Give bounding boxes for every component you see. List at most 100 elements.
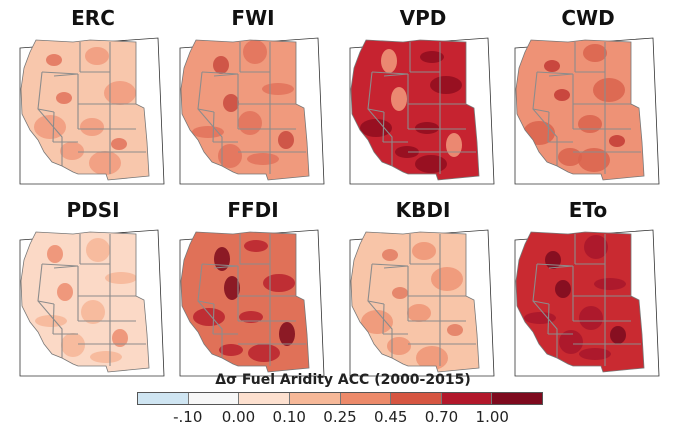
state-border (367, 71, 393, 166)
anomaly-patch (81, 300, 105, 324)
anomaly-patch (382, 249, 398, 261)
anomaly-patch (558, 148, 582, 166)
anomaly-patch (56, 92, 72, 104)
anomaly-patch (395, 146, 419, 158)
anomaly-patch (80, 118, 104, 136)
western-us-map (514, 37, 660, 185)
state-border (382, 303, 385, 335)
region-outline (20, 231, 150, 373)
anomaly-patch (263, 274, 295, 292)
anomaly-patch (361, 310, 393, 334)
map-panel: ETo (513, 198, 663, 378)
anomaly-patch (218, 144, 242, 168)
state-border (41, 263, 79, 267)
colorbar-tick-label: 0.10 (272, 408, 306, 426)
anomaly-patch (35, 315, 67, 327)
anomaly-patch (90, 351, 122, 363)
colorbar (137, 392, 543, 405)
map-panel-title: CWD (561, 6, 615, 30)
state-border (197, 71, 223, 166)
map-panel: PDSI (18, 198, 168, 378)
state-border (213, 265, 239, 269)
state-border (548, 265, 574, 269)
anomaly-patch (593, 78, 625, 102)
anomaly-patch (579, 306, 603, 330)
anomaly-patch (578, 148, 610, 172)
anomaly-patch (57, 283, 73, 301)
state-border (197, 300, 215, 305)
colorbar-segment (441, 393, 493, 404)
state-border (547, 111, 550, 143)
state-border (367, 263, 393, 358)
land-fill (181, 232, 309, 372)
anomaly-patch (387, 337, 411, 355)
anomaly-patch (583, 44, 607, 62)
state-border (383, 265, 409, 269)
anomaly-patch (447, 324, 463, 336)
anomaly-patch (60, 142, 84, 160)
colorbar-segment (138, 393, 189, 404)
state-border (37, 300, 55, 305)
colorbar-title: Δσ Fuel Aridity ACC (2000-2015) (215, 372, 471, 388)
state-border (371, 263, 409, 267)
anomaly-patch (213, 56, 229, 74)
state-border (197, 108, 215, 113)
anomaly-patch (47, 245, 63, 263)
map-panel: CWD (513, 6, 663, 186)
map-panel: FFDI (178, 198, 328, 378)
colorbar-segment (340, 393, 392, 404)
state-border (532, 300, 550, 305)
state-border (53, 265, 79, 269)
anomaly-patch (579, 348, 611, 360)
state-border (532, 263, 558, 358)
state-border (532, 108, 550, 113)
anomaly-patch (193, 308, 225, 326)
anomaly-patch (609, 135, 625, 147)
state-border (37, 263, 63, 358)
state-border (37, 108, 55, 113)
anomaly-patch (578, 115, 602, 133)
anomaly-patch (610, 326, 626, 344)
anomaly-patch (262, 83, 294, 95)
anomaly-patch (238, 111, 262, 135)
anomaly-patch (247, 153, 279, 165)
anomaly-patch (111, 138, 127, 150)
western-us-map (349, 37, 495, 185)
western-us-map (19, 37, 165, 185)
anomaly-patch (105, 272, 137, 284)
anomaly-patch (446, 133, 462, 157)
colorbar-tick-label: 0.00 (221, 408, 256, 426)
anomaly-patch (555, 280, 571, 298)
state-border (536, 71, 574, 75)
state-border (548, 73, 574, 77)
state-border (367, 300, 385, 305)
state-border (536, 263, 574, 267)
anomaly-patch (584, 235, 608, 259)
state-border (371, 71, 409, 75)
colorbar-tick-label: 0.45 (374, 408, 408, 426)
colorbar-tick-label: 1.00 (475, 408, 509, 426)
anomaly-patch (415, 122, 439, 134)
state-border (197, 263, 223, 358)
anomaly-patch (431, 267, 463, 291)
map-panel-title: FFDI (227, 198, 279, 222)
map-panel-title: PDSI (66, 198, 120, 222)
region-outline (515, 231, 645, 373)
anomaly-patch (278, 131, 294, 149)
anomaly-patch (559, 330, 583, 354)
colorbar-tick-label: 0.70 (424, 408, 459, 426)
map-panel-title: VPD (399, 6, 447, 30)
colorbar-segment (492, 393, 542, 404)
state-border (383, 73, 409, 77)
map-panel: FWI (178, 6, 328, 186)
anomaly-patch (112, 329, 128, 347)
state-border (532, 71, 558, 166)
anomaly-patch (244, 240, 268, 252)
colorbar-segment (239, 393, 290, 404)
anomaly-patch (239, 311, 263, 323)
state-border (547, 303, 550, 335)
map-panel-title: ETo (568, 198, 608, 222)
state-border (52, 111, 55, 143)
map-panel: ERC (18, 6, 168, 186)
state-border (367, 108, 385, 113)
